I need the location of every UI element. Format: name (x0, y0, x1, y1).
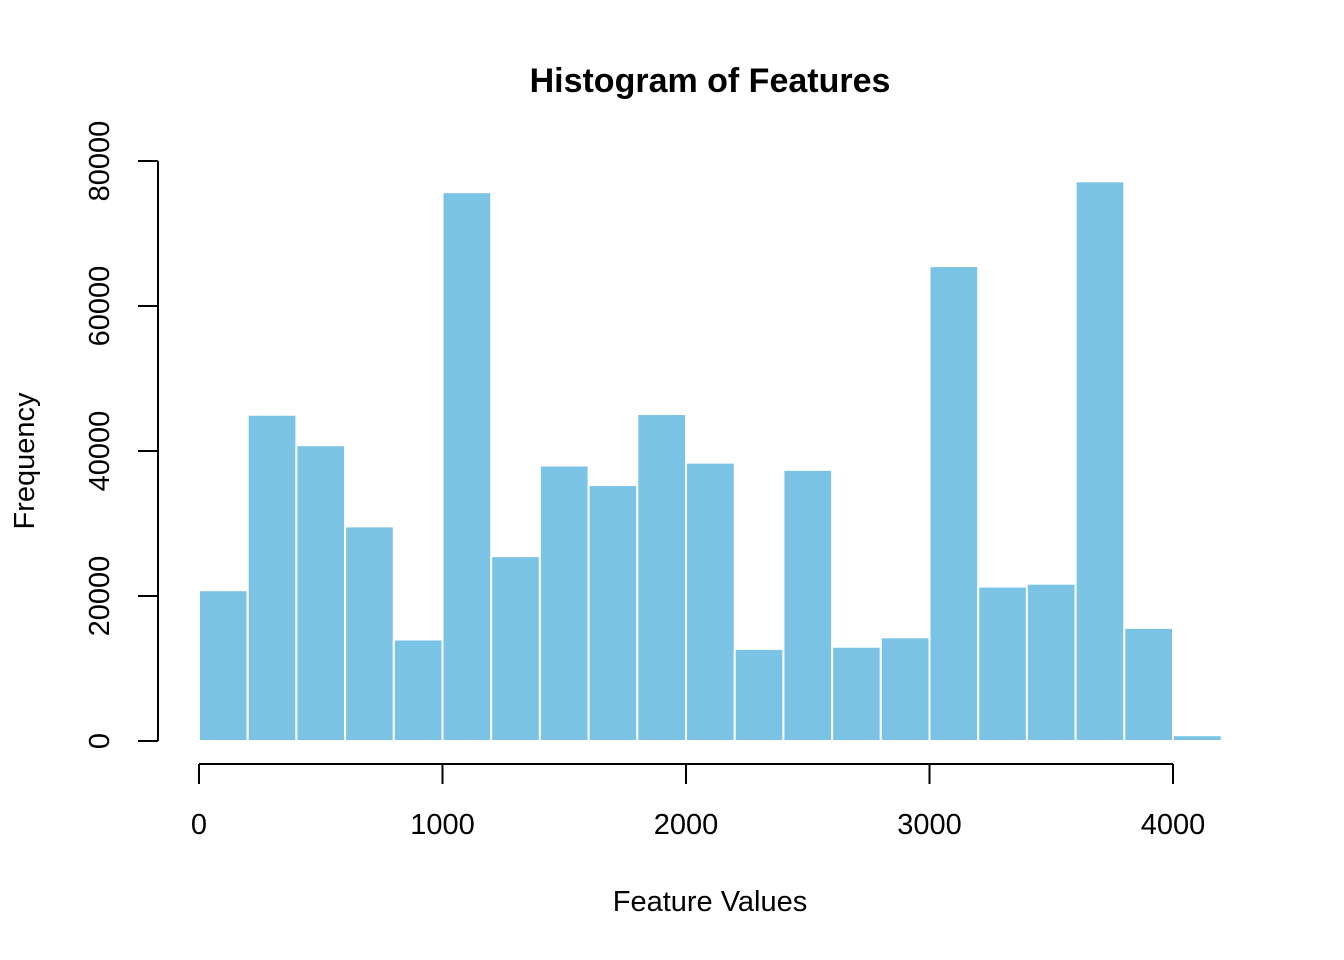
histogram-bar-14 (879, 636, 931, 743)
histogram-bar-5 (441, 191, 493, 743)
histogram-bar-19 (1123, 626, 1175, 743)
x-tick-label: 2000 (654, 809, 719, 841)
histogram-bar-15 (928, 265, 980, 742)
y-tick-label: 0 (84, 733, 116, 749)
histogram-bar-4 (392, 638, 444, 742)
histogram-bar-10 (685, 461, 736, 742)
y-tick-label: 40000 (84, 411, 116, 492)
histogram-bar-12 (782, 468, 834, 742)
x-axis-label: Feature Values (613, 886, 808, 918)
histogram-bar-17 (1025, 582, 1077, 742)
bars-group (198, 180, 1223, 743)
histogram-bar-11 (733, 647, 785, 742)
histogram-bar-9 (636, 413, 687, 742)
chart-title: Histogram of Features (530, 62, 891, 100)
x-axis: 0 1000 2000 3000 4000 (191, 763, 1206, 841)
x-tick-label: 0 (191, 809, 207, 841)
y-tick-label: 80000 (84, 121, 116, 202)
histogram-bar-7 (538, 464, 590, 742)
histogram-bar-18 (1074, 180, 1126, 743)
histogram-bar-0 (198, 589, 249, 743)
histogram-bar-3 (344, 525, 395, 743)
y-tick-label: 20000 (84, 556, 116, 637)
histogram-bar-20 (1172, 734, 1223, 743)
histogram-bar-13 (831, 645, 882, 742)
histogram-bar-8 (587, 484, 639, 743)
x-tick-label: 3000 (897, 809, 962, 841)
histogram-bar-6 (490, 555, 541, 742)
y-tick-label: 60000 (84, 266, 116, 347)
x-tick-label: 4000 (1141, 809, 1206, 841)
y-axis-label: Frequency (9, 392, 41, 530)
y-axis: 0 20000 40000 60000 80000 (84, 121, 159, 749)
histogram-bar-1 (246, 413, 298, 742)
x-tick-label: 1000 (410, 809, 475, 841)
histogram-bar-16 (977, 585, 1028, 743)
histogram-bar-2 (295, 444, 347, 742)
